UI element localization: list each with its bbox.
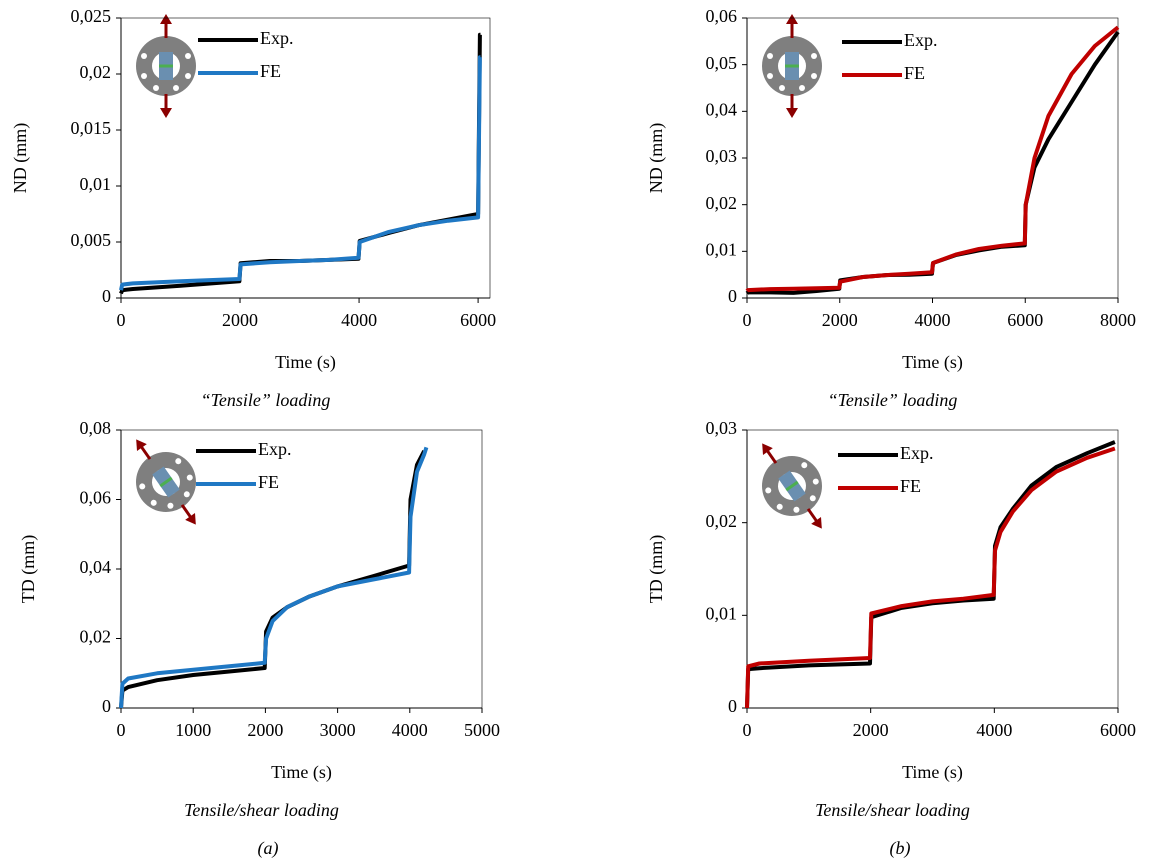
y-axis-label: ND (mm) [10,123,31,194]
series-line [745,25,1120,293]
x-axis-label: Time (s) [271,762,332,783]
x-axis-label: Time (s) [275,352,336,373]
y-axis-label: ND (mm) [646,123,667,194]
legend-label: Exp. [904,30,938,50]
y-tick-label: 0,06 [706,6,738,26]
y-axis-label: TD (mm) [18,535,39,603]
y-tick-label: 0,02 [706,193,738,213]
x-tick-label: 2000 [222,310,258,330]
y-tick-label: 0,025 [71,6,112,26]
x-tick-label: 0 [743,720,752,740]
panel-label: (b) [890,838,911,859]
caption: Tensile/shear loading [184,800,339,820]
y-tick-label: 0,005 [71,230,112,250]
y-tick-label: 0,015 [71,118,112,138]
x-tick-label: 5000 [464,720,500,740]
legend-label: Exp. [900,443,934,463]
x-tick-label: 4000 [915,310,951,330]
y-tick-label: 0,06 [80,488,112,508]
y-tick-label: 0 [728,286,737,306]
series-line [745,446,1116,709]
x-tick-label: 6000 [1007,310,1043,330]
y-tick-label: 0,02 [80,627,112,647]
y-tick-label: 0,01 [80,174,112,194]
y-tick-label: 0,04 [80,557,112,577]
x-tick-label: 0 [117,310,126,330]
legend-label: FE [258,472,279,492]
caption: “Tensile” loading [201,390,331,410]
legend-label: FE [900,476,921,496]
y-tick-label: 0 [102,286,111,306]
y-tick-label: 0 [102,696,111,716]
series-line [119,55,482,291]
y-tick-label: 0,02 [80,62,112,82]
specimen-icon [134,12,198,120]
x-tick-label: 0 [743,310,752,330]
specimen-icon [760,12,824,120]
x-tick-label: 3000 [320,720,356,740]
y-tick-label: 0,03 [706,146,738,166]
y-tick-label: 0,01 [706,603,738,623]
caption: Tensile/shear loading [815,800,970,820]
x-tick-label: 2000 [853,720,889,740]
y-axis-label: TD (mm) [646,535,667,603]
y-tick-label: 0,04 [706,99,738,119]
x-tick-label: 6000 [1100,720,1136,740]
y-tick-label: 0 [728,696,737,716]
y-tick-label: 0,05 [706,53,738,73]
x-axis-label: Time (s) [902,762,963,783]
plot-frame [746,429,1119,709]
x-axis-label: Time (s) [902,352,963,373]
specimen-icon [736,424,848,548]
x-tick-label: 2000 [822,310,858,330]
legend-label: Exp. [258,439,292,459]
legend-label: Exp. [260,28,294,48]
x-tick-label: 1000 [175,720,211,740]
x-tick-label: 4000 [341,310,377,330]
plot-frame [120,17,491,299]
caption: “Tensile” loading [828,390,958,410]
x-tick-label: 4000 [976,720,1012,740]
legend-label: FE [904,63,925,83]
legend-label: FE [260,61,281,81]
x-tick-label: 8000 [1100,310,1136,330]
y-tick-label: 0,08 [80,418,112,438]
y-tick-label: 0,02 [706,511,738,531]
y-tick-label: 0,01 [706,239,738,259]
x-tick-label: 0 [117,720,126,740]
panel-label: (a) [258,838,279,859]
x-tick-label: 2000 [247,720,283,740]
x-tick-label: 4000 [392,720,428,740]
x-tick-label: 6000 [460,310,496,330]
y-tick-label: 0,03 [706,418,738,438]
series-line [119,446,429,709]
